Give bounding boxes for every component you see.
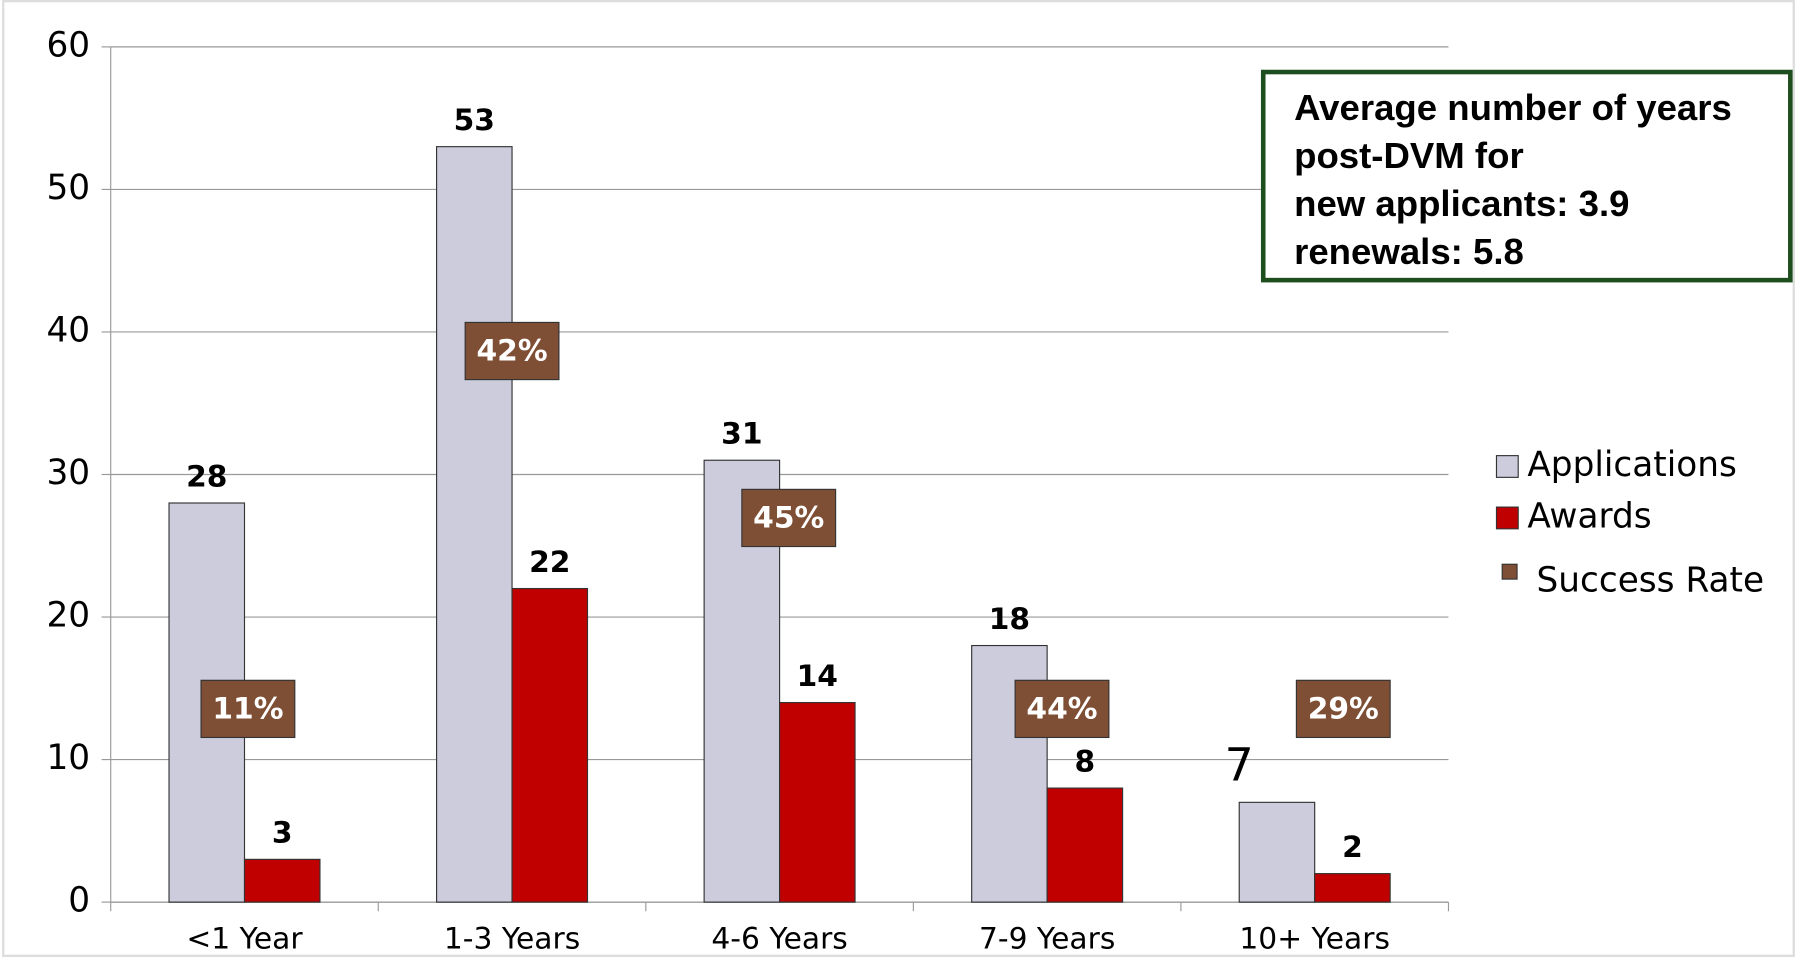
annotation-line: post-DVM for: [1294, 135, 1524, 176]
annotation-box: [1260, 69, 1793, 283]
bar: [1314, 873, 1391, 903]
bar: [1046, 787, 1124, 903]
bar: [1238, 801, 1316, 903]
x-tick-label: 10+ Years: [1239, 921, 1390, 956]
x-tick-label: 1-3 Years: [444, 921, 580, 956]
y-tick-label: 0: [68, 881, 90, 921]
annotation-line: Average number of years: [1294, 87, 1732, 128]
x-tick-label: <1 Year: [186, 921, 303, 956]
rate-box: [1295, 679, 1391, 739]
y-tick-label: 10: [46, 738, 90, 778]
rate-label: 44%: [1026, 692, 1097, 727]
annotation-line: new applicants: 3.9: [1294, 183, 1629, 224]
x-tick-label: 4-6 Years: [711, 921, 847, 956]
y-tick-label: 40: [46, 310, 90, 350]
y-tick-label: 50: [46, 168, 90, 208]
legend-swatch: [1501, 563, 1518, 580]
rate-box: [1014, 679, 1110, 739]
value-label: 2: [1342, 830, 1363, 865]
rate-label: 42%: [476, 334, 547, 369]
value-label: 53: [454, 103, 495, 138]
bar: [779, 701, 856, 903]
rate-label: 29%: [1308, 692, 1379, 727]
bar: [511, 587, 589, 903]
y-tick-label: 60: [46, 25, 90, 65]
bar: [436, 146, 513, 903]
legend-label: Success Rate: [1537, 560, 1765, 600]
value-label: 31: [721, 417, 762, 452]
value-label: 7: [1225, 739, 1254, 792]
value-label: 8: [1075, 744, 1096, 779]
legend-label: Applications: [1527, 445, 1737, 485]
y-tick-label: 20: [46, 596, 90, 636]
rate-box: [741, 488, 837, 548]
rate-box: [464, 321, 560, 381]
bar: [243, 858, 321, 903]
x-tick-label: 7-9 Years: [979, 921, 1115, 956]
value-label: 3: [272, 816, 293, 851]
annotation-line: renewals: 5.8: [1294, 231, 1524, 272]
rate-label: 11%: [212, 692, 283, 727]
y-tick-label: 30: [46, 453, 90, 493]
rate-label: 45%: [753, 501, 824, 536]
legend-label: Awards: [1527, 496, 1651, 536]
value-label: 22: [529, 545, 570, 580]
legend-swatch: [1495, 455, 1519, 478]
value-label: 18: [989, 602, 1030, 637]
rate-box: [200, 679, 296, 739]
value-label: 28: [186, 459, 227, 494]
value-label: 14: [797, 659, 838, 694]
legend-swatch: [1495, 506, 1519, 530]
